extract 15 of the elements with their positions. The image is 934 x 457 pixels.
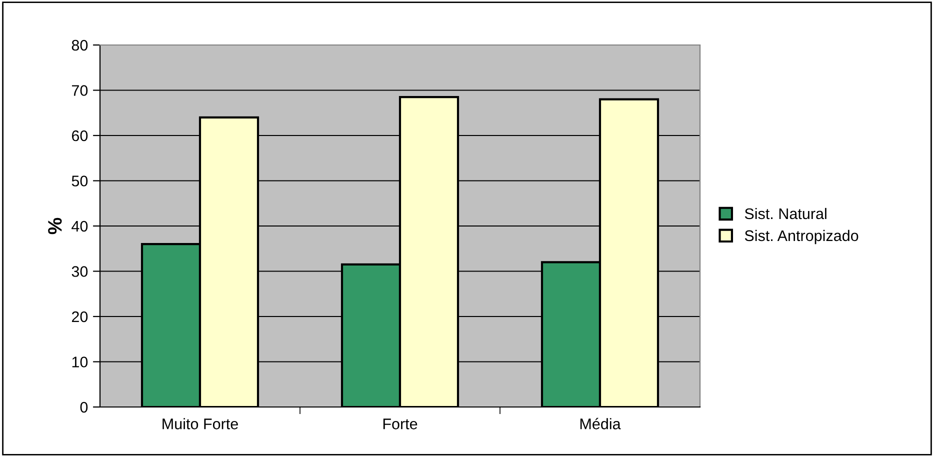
legend-label: Sist. Natural — [744, 208, 826, 220]
y-tick-label: 30 — [72, 266, 88, 277]
y-tick-label: 60 — [72, 130, 88, 142]
y-tick-label: 20 — [72, 311, 88, 322]
x-tick-label: Forte — [383, 418, 418, 430]
y-tick-label: 0 — [80, 402, 88, 413]
x-tick-label: Muito Forte — [162, 418, 238, 430]
y-tick-label: 40 — [72, 220, 88, 232]
y-tick-label: 80 — [72, 40, 88, 51]
x-tick-label: Média — [580, 418, 621, 430]
legend-label: Sist. Antropizado — [744, 230, 858, 244]
y-axis-title: % — [48, 218, 62, 234]
y-tick-label: 10 — [72, 356, 88, 368]
y-tick-label: 50 — [72, 176, 88, 186]
y-tick-label: 70 — [72, 85, 88, 96]
